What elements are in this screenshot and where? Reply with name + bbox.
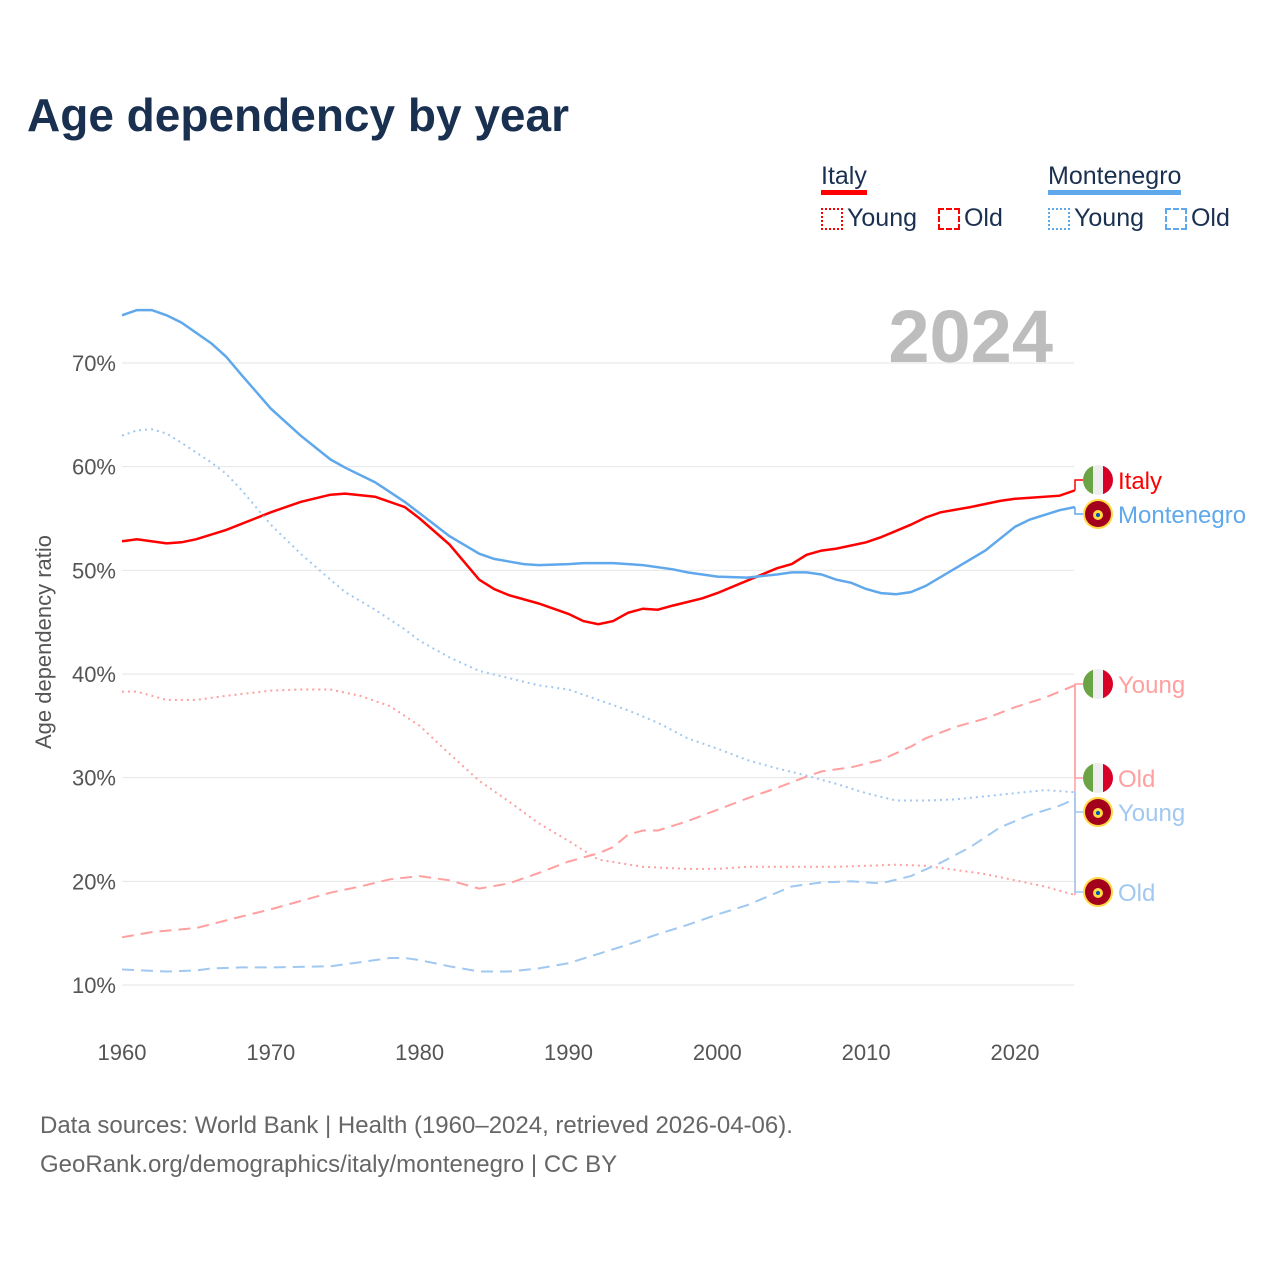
legend-italy-old[interactable]: Old bbox=[963, 204, 1003, 232]
legend-montenegro-items: Young Old bbox=[1048, 204, 1230, 233]
label-connector bbox=[1074, 479, 1084, 492]
series-end-label: Young bbox=[1118, 800, 1185, 827]
legend-montenegro[interactable]: Montenegro bbox=[1048, 162, 1182, 195]
series-line-italy-young bbox=[122, 688, 1075, 896]
footer: Data sources: World Bank | Health (1960–… bbox=[40, 1106, 793, 1184]
legend-italy-items: Young Old bbox=[821, 204, 1003, 233]
legend-italy-young[interactable]: Young bbox=[847, 204, 917, 232]
series-end-label: Montenegro bbox=[1118, 502, 1246, 529]
montenegro-flag-icon bbox=[1083, 877, 1113, 907]
label-connector bbox=[1074, 506, 1084, 515]
series-line-montenegro bbox=[121, 308, 1075, 596]
y-tick-label: 10% bbox=[72, 973, 116, 998]
legend-country-italy: Italy bbox=[821, 162, 867, 195]
x-tick-label: 1980 bbox=[395, 1040, 444, 1065]
dashed-swatch-icon bbox=[1164, 208, 1187, 230]
series-end-label: Italy bbox=[1118, 468, 1162, 495]
italy-flag-icon bbox=[1083, 669, 1113, 699]
legend-montenegro-young[interactable]: Young bbox=[1074, 204, 1144, 232]
y-tick-label: 30% bbox=[72, 766, 116, 791]
legend-italy[interactable]: Italy bbox=[821, 162, 867, 195]
footer-sources: Data sources: World Bank | Health (1960–… bbox=[40, 1112, 793, 1139]
series-end-label: Old bbox=[1118, 766, 1155, 793]
montenegro-flag-icon bbox=[1083, 499, 1113, 529]
dotted-swatch-icon bbox=[1048, 208, 1070, 230]
montenegro-flag-icon bbox=[1083, 797, 1113, 827]
series-line-montenegro-old bbox=[121, 798, 1075, 973]
label-connector bbox=[1074, 798, 1084, 893]
series-end-label: Old bbox=[1118, 880, 1155, 907]
label-connector bbox=[1074, 684, 1084, 779]
chart-title: Age dependency by year bbox=[27, 89, 569, 141]
y-tick-label: 50% bbox=[72, 558, 116, 583]
italy-flag-icon bbox=[1083, 763, 1113, 793]
x-tick-label: 1990 bbox=[544, 1040, 593, 1065]
dashed-swatch-icon bbox=[937, 208, 960, 230]
y-tick-label: 40% bbox=[72, 662, 116, 687]
x-tick-label: 2010 bbox=[842, 1040, 891, 1065]
x-tick-label: 2000 bbox=[693, 1040, 742, 1065]
x-tick-label: 1960 bbox=[98, 1040, 147, 1065]
footer-link[interactable]: GeoRank.org/demographics/italy/montenegr… bbox=[40, 1151, 618, 1178]
series-end-label: Young bbox=[1118, 672, 1185, 699]
y-tick-label: 20% bbox=[72, 869, 116, 894]
legend-montenegro-old[interactable]: Old bbox=[1190, 204, 1230, 232]
y-axis-label: Age dependency ratio bbox=[31, 535, 56, 749]
series-line-italy-old bbox=[121, 684, 1075, 939]
year-watermark: 2024 bbox=[888, 295, 1053, 378]
y-tick-label: 70% bbox=[72, 351, 116, 376]
legend-country-montenegro: Montenegro bbox=[1048, 162, 1182, 195]
series-line-montenegro-young bbox=[121, 428, 1075, 802]
dotted-swatch-icon bbox=[821, 208, 843, 230]
x-tick-label: 1970 bbox=[246, 1040, 295, 1065]
italy-flag-icon bbox=[1083, 465, 1113, 495]
series-line-italy bbox=[121, 489, 1075, 626]
y-tick-label: 60% bbox=[72, 455, 116, 480]
x-tick-label: 2020 bbox=[990, 1040, 1039, 1065]
